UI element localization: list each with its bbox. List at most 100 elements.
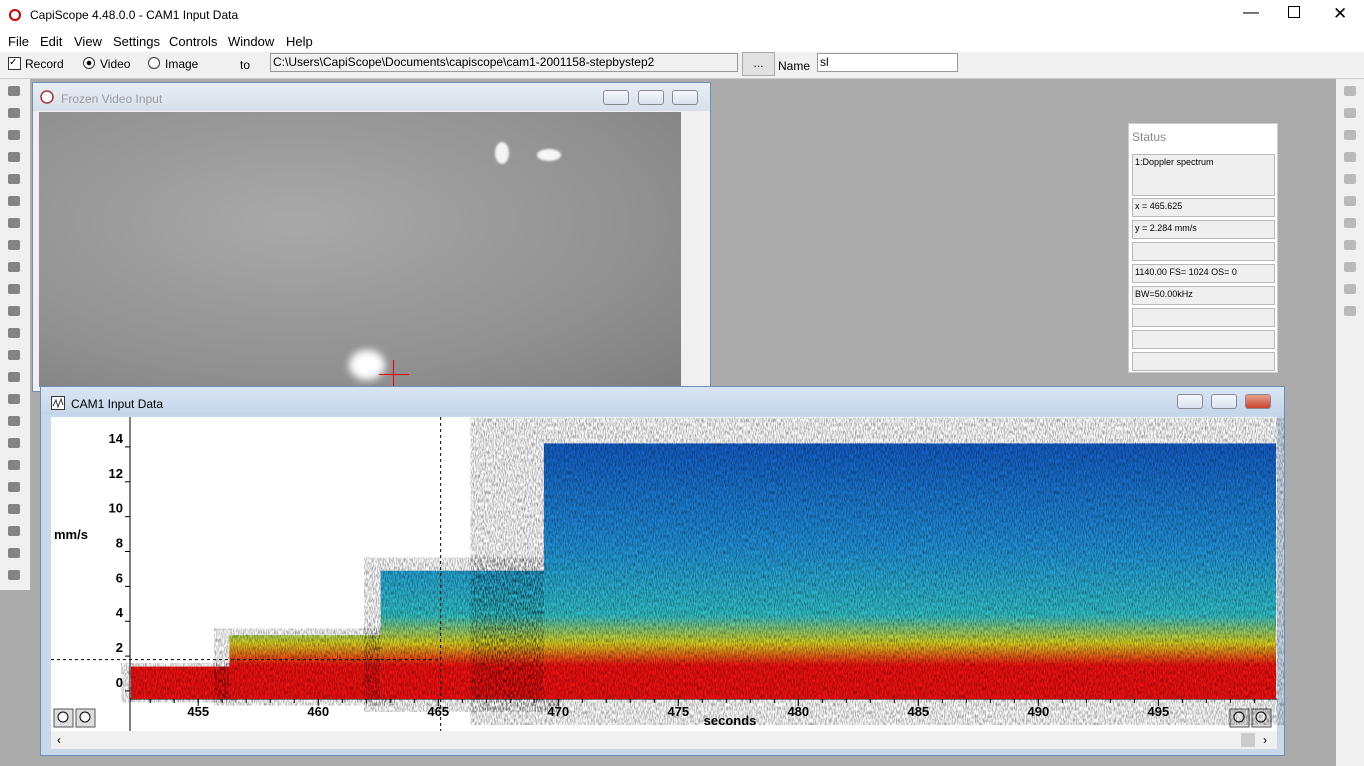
name-field[interactable]: sl [817, 53, 958, 72]
tool-button[interactable] [1344, 86, 1356, 96]
zoom-out[interactable] [1229, 708, 1250, 728]
tool-button[interactable] [8, 306, 20, 316]
tool-button[interactable] [8, 438, 20, 448]
video-window: Frozen Video Input [32, 82, 711, 392]
tool-button[interactable] [8, 504, 20, 514]
menu-item[interactable]: Window [228, 34, 275, 49]
tool-button[interactable] [8, 218, 20, 228]
scroll-right[interactable]: › [1263, 733, 1267, 747]
video-minimize[interactable] [603, 90, 629, 105]
tool-button[interactable] [1344, 262, 1356, 272]
name-label: Name [778, 59, 811, 73]
bright-spot [495, 142, 509, 164]
tool-button[interactable] [8, 570, 20, 580]
video-title: Frozen Video Input [61, 92, 163, 106]
zoom-in[interactable] [53, 708, 74, 728]
x-tick-label: 460 [307, 704, 329, 719]
x-tick-label: 470 [547, 704, 569, 719]
spectrum-noise [229, 635, 381, 699]
tool-button[interactable] [8, 108, 20, 118]
x-tick-label: 485 [907, 704, 929, 719]
menu-item[interactable]: Help [286, 34, 313, 49]
video-radio[interactable] [83, 57, 95, 69]
y-axis-label: mm/s [54, 527, 88, 542]
browse-button[interactable]: ... [742, 52, 775, 76]
image-radio[interactable] [148, 57, 160, 69]
tool-button[interactable] [8, 240, 20, 250]
tool-button[interactable] [1344, 284, 1356, 294]
menu-item[interactable]: File [8, 34, 29, 49]
x-tick-label: 480 [787, 704, 809, 719]
menu-item[interactable]: Controls [169, 34, 218, 49]
tool-button[interactable] [8, 262, 20, 272]
tool-button[interactable] [1344, 152, 1356, 162]
chart-window-title: CAM1 Input Data [71, 397, 164, 411]
tool-button[interactable] [1344, 196, 1356, 206]
menu-item[interactable]: Edit [40, 34, 63, 49]
chart: mm/s seconds ‹ › 0 2 4 6 8 10 12 14 455 460 465 470… [51, 417, 1277, 749]
tool-button[interactable] [8, 328, 20, 338]
y-tick-label: 12 [109, 466, 123, 481]
status-row: y = 2.284 mm/s [1132, 220, 1275, 239]
status-row [1132, 308, 1275, 327]
tool-button[interactable] [1344, 174, 1356, 184]
tool-button[interactable] [8, 416, 20, 426]
chart-restore[interactable] [1211, 394, 1237, 409]
maximize[interactable] [1288, 6, 1300, 18]
tool-button[interactable] [8, 526, 20, 536]
video-close[interactable] [672, 90, 698, 105]
video-restore[interactable] [638, 90, 664, 105]
y-tick-label: 10 [109, 501, 123, 516]
status-row: x = 465.625 [1132, 198, 1275, 217]
tool-button[interactable] [8, 460, 20, 470]
close[interactable]: ✕ [1333, 4, 1348, 23]
tool-button[interactable] [8, 284, 20, 294]
menu-bar: File Edit View Settings Controls Window Help [0, 30, 1364, 52]
scrollbar[interactable] [51, 731, 1277, 749]
minimize[interactable]: — [1243, 4, 1259, 21]
y-tick-label: 0 [116, 675, 123, 690]
video-label[interactable]: Video [100, 57, 131, 71]
zoom-out[interactable] [75, 708, 96, 728]
zoom-in[interactable] [1251, 708, 1272, 728]
bright-spot [349, 350, 385, 380]
scroll-thumb[interactable] [1241, 733, 1255, 747]
tool-button[interactable] [8, 152, 20, 162]
x-tick-label: 465 [427, 704, 449, 719]
x-axis-label: seconds [704, 713, 757, 728]
video-title-bar: Frozen Video Input [33, 83, 710, 111]
tool-button[interactable] [1344, 108, 1356, 118]
menu-item[interactable]: Settings [113, 34, 160, 49]
spectrum-noise [543, 443, 1276, 699]
status-title: Status [1132, 130, 1167, 144]
left-toolbar [0, 79, 30, 590]
menu-item[interactable]: View [74, 34, 102, 49]
status-row [1132, 242, 1275, 261]
status-row [1132, 330, 1275, 349]
status-row: 1:Doppler spectrum [1132, 154, 1275, 196]
video-icon [40, 90, 54, 104]
image-label[interactable]: Image [165, 57, 199, 71]
record-checkbox[interactable]: ✓ [8, 57, 21, 70]
path-field[interactable]: C:\Users\CapiScope\Documents\capiscope\c… [270, 53, 738, 72]
tool-button[interactable] [1344, 130, 1356, 140]
tool-button[interactable] [8, 394, 20, 404]
record-label[interactable]: Record [25, 57, 64, 71]
tool-button[interactable] [8, 548, 20, 558]
tool-button[interactable] [8, 174, 20, 184]
tool-button[interactable] [8, 372, 20, 382]
tool-button[interactable] [1344, 218, 1356, 228]
tool-button[interactable] [8, 350, 20, 360]
chart-minimize[interactable] [1177, 394, 1203, 409]
scroll-left[interactable]: ‹ [57, 733, 61, 747]
y-tick-label: 8 [116, 536, 123, 551]
tool-button[interactable] [8, 482, 20, 492]
x-tick-label: 455 [187, 704, 209, 719]
tool-button[interactable] [8, 130, 20, 140]
tool-button[interactable] [8, 196, 20, 206]
x-tick-label: 475 [667, 704, 689, 719]
tool-button[interactable] [8, 86, 20, 96]
tool-button[interactable] [1344, 306, 1356, 316]
tool-button[interactable] [1344, 240, 1356, 250]
chart-close[interactable] [1245, 394, 1271, 409]
